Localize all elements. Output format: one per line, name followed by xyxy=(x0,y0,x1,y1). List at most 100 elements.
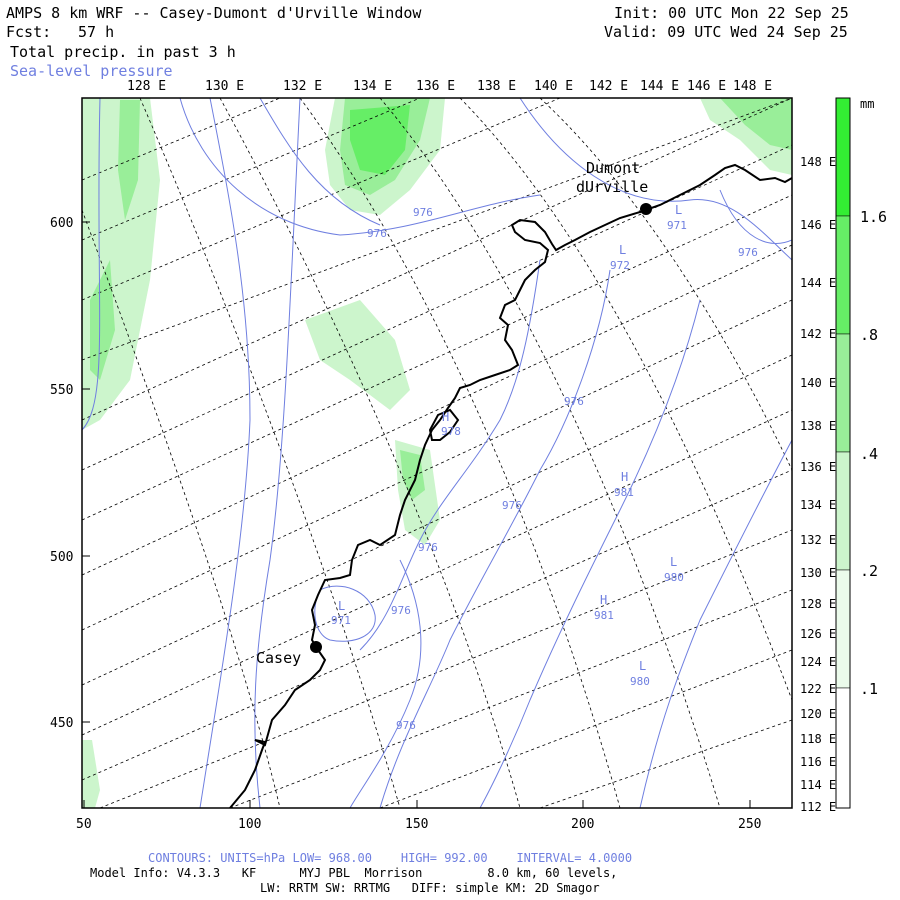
overlay-field-name: Sea-level pressure xyxy=(10,62,173,80)
latitude-circle xyxy=(299,98,621,808)
lon-label-right: 122 E xyxy=(800,682,836,696)
isobar-label: 980 xyxy=(630,675,650,688)
pressure-center-markers: L L H H L H L L xyxy=(338,203,682,673)
isobar-label: 976 xyxy=(413,206,433,219)
lon-label-right: 134 E xyxy=(800,498,836,512)
init-time: Init: 00 UTC Mon 22 Sep 25 xyxy=(614,4,849,22)
precip-area-northeast-core xyxy=(720,98,792,150)
isobar-label: 976 xyxy=(502,499,522,512)
meridian-line xyxy=(82,299,792,631)
lon-label-top: 132 E xyxy=(283,79,322,94)
meridian-line xyxy=(82,98,421,241)
x-tick-label: 200 xyxy=(571,817,594,832)
lon-label-right: 136 E xyxy=(800,460,836,474)
left-axis-labels: 600 550 500 450 xyxy=(50,216,73,731)
lon-label-right: 128 E xyxy=(800,597,836,611)
latitude-circle xyxy=(219,98,521,808)
physics-info: LW: RRTM SW: RRTMG DIFF: simple KM: 2D S… xyxy=(260,881,600,895)
colorbar-label: .8 xyxy=(860,326,878,344)
isobar-value-labels: 976 976 971 972 976 976 978 981 976 976 … xyxy=(331,206,758,732)
precip-band-west-2 xyxy=(118,100,140,220)
top-longitude-labels: 128 E 130 E 132 E 134 E 136 E 138 E 140 … xyxy=(127,79,772,94)
y-tick-label: 500 xyxy=(50,550,73,565)
isobar-label: 971 xyxy=(331,614,351,627)
y-tick-label: 600 xyxy=(50,216,73,231)
precip-area-north-peak xyxy=(350,105,410,175)
isobar-label: 972 xyxy=(610,259,630,272)
isobar xyxy=(639,439,792,808)
lon-label-right: 138 E xyxy=(800,419,836,433)
isobar xyxy=(254,98,301,808)
colorbar-segment-0-8 xyxy=(835,215,851,335)
model-info: Model Info: V4.3.3 KF MYJ PBL Morrison 8… xyxy=(90,866,618,880)
isobar xyxy=(82,98,101,431)
isobar xyxy=(314,585,376,642)
isobars xyxy=(82,98,792,808)
isobar xyxy=(359,259,541,651)
latitude-circle xyxy=(139,98,401,808)
meridian-line xyxy=(229,589,792,808)
isobar xyxy=(349,559,422,808)
isobar xyxy=(719,189,792,244)
coastline-path xyxy=(229,163,792,808)
meridian-line xyxy=(379,649,792,808)
dumont-durville-station-marker xyxy=(640,203,652,215)
low-pressure-marker: L xyxy=(639,659,646,673)
isobar-label: 976 xyxy=(564,395,584,408)
colorbar-label: .4 xyxy=(860,445,878,463)
isobar-label: 981 xyxy=(594,609,614,622)
colorbar-label: .1 xyxy=(860,680,878,698)
lon-label-right: 144 E xyxy=(800,276,836,290)
colorbar-labels: mm 1.6 .8 .4 .2 .1 xyxy=(860,97,887,698)
isobar-label: 976 xyxy=(738,246,758,259)
isobar-label: 978 xyxy=(441,425,461,438)
low-pressure-marker: L xyxy=(338,599,345,613)
low-pressure-marker: L xyxy=(619,243,626,257)
colorbar-segment-1-6 xyxy=(835,97,851,217)
lon-label-right: 118 E xyxy=(800,732,836,746)
lon-label-top: 130 E xyxy=(205,79,244,94)
y-tick-label: 550 xyxy=(50,383,73,398)
lon-label-right: 148 E xyxy=(800,155,836,169)
low-pressure-marker: L xyxy=(675,203,682,217)
station-markers xyxy=(310,203,652,653)
x-tick-label: 250 xyxy=(738,817,761,832)
lon-label-top: 134 E xyxy=(353,79,392,94)
meridian-line xyxy=(539,719,792,808)
colorbar-label: .2 xyxy=(860,562,878,580)
meridian-line xyxy=(99,529,792,808)
isobar-label: 976 xyxy=(391,604,411,617)
isobar-label: 971 xyxy=(667,219,687,232)
dumont-durville-label-line2: dUrville xyxy=(576,178,648,196)
latitude-circle xyxy=(379,98,721,808)
lon-label-right: 124 E xyxy=(800,655,836,669)
meridian-line xyxy=(82,98,792,361)
x-tick-label: 150 xyxy=(405,817,428,832)
x-tick-label: 100 xyxy=(238,817,261,832)
axis-ticks xyxy=(82,221,751,808)
casey-label: Casey xyxy=(256,649,301,667)
lon-label-right: 126 E xyxy=(800,627,836,641)
colorbar-label: 1.6 xyxy=(860,208,887,226)
meridian-line xyxy=(82,354,792,686)
meridian-line xyxy=(82,409,792,736)
precip-area-central xyxy=(305,300,410,410)
lon-label-top: 148 E xyxy=(733,79,772,94)
isobar xyxy=(259,98,381,226)
station-labels: Dumont dUrville Casey xyxy=(256,159,648,667)
isobar-label: 976 xyxy=(396,719,416,732)
lon-label-right: 140 E xyxy=(800,376,836,390)
x-tick-label: 50 xyxy=(76,817,92,832)
isobar xyxy=(179,98,541,236)
low-pressure-marker: L xyxy=(670,555,677,569)
isobar xyxy=(379,269,611,808)
colorbar-segment-0-4 xyxy=(835,333,851,453)
field-name: Total precip. in past 3 h xyxy=(10,43,236,61)
coastline xyxy=(229,163,792,808)
lon-label-right: 146 E xyxy=(800,218,836,232)
right-longitude-labels: 148 E 146 E 144 E 142 E 140 E 138 E 136 … xyxy=(800,155,836,814)
precip-area-southwest xyxy=(82,740,100,808)
isobar-label: 980 xyxy=(664,571,684,584)
isobar xyxy=(479,299,701,808)
